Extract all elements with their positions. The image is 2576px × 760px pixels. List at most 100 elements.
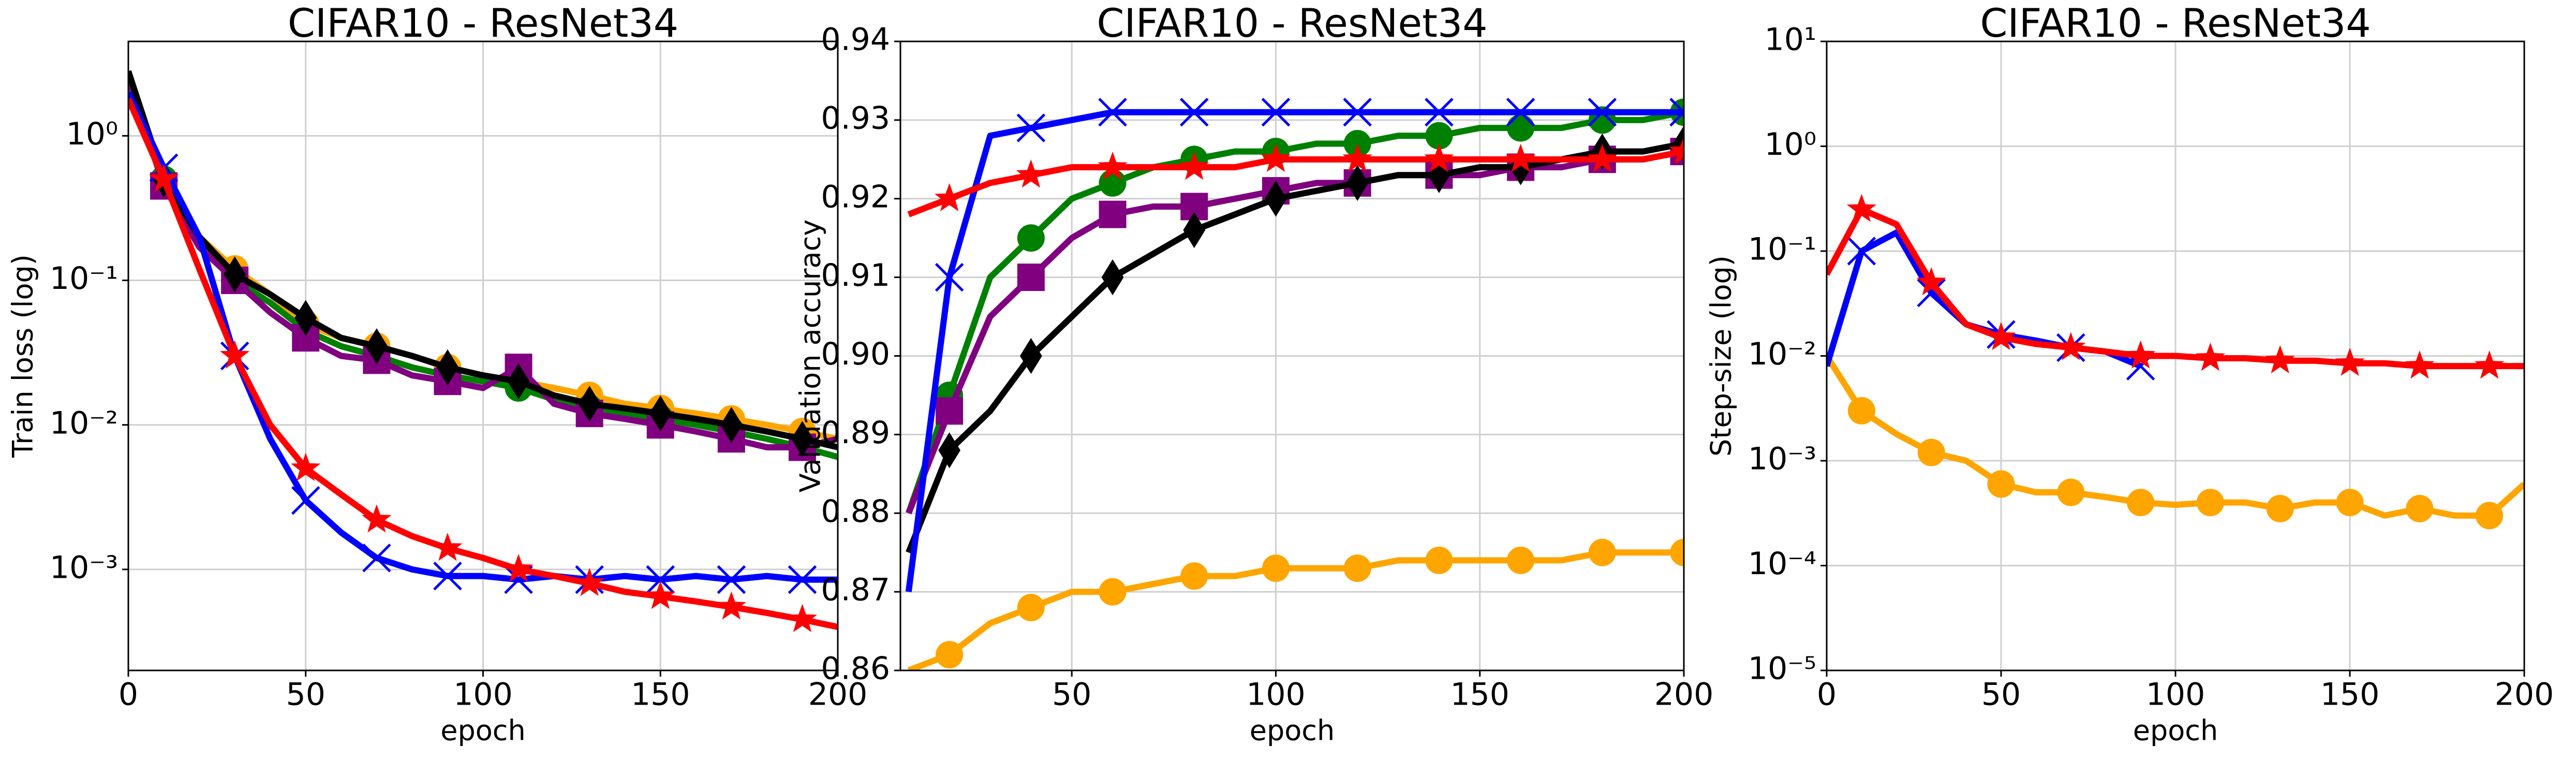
marker <box>224 256 246 293</box>
marker <box>1917 439 1945 466</box>
axes-frame <box>899 40 1685 671</box>
marker <box>2057 478 2085 506</box>
marker <box>1099 578 1127 606</box>
marker <box>1506 97 1535 127</box>
y-tick-label: 0.90 <box>821 336 890 372</box>
y-tick-label: 10⁻³ <box>50 549 118 586</box>
marker <box>1016 113 1046 142</box>
y-tick-label: 10⁻¹ <box>50 260 118 297</box>
marker <box>2195 342 2226 371</box>
marker <box>149 164 179 192</box>
x-axis-label: epoch <box>440 714 525 747</box>
marker <box>935 262 964 292</box>
marker <box>649 395 672 432</box>
marker <box>717 565 746 594</box>
chart-title: CIFAR10 - ResNet34 <box>288 0 678 46</box>
marker <box>291 452 321 481</box>
marker <box>2265 345 2295 374</box>
marker <box>1265 180 1287 217</box>
marker <box>1846 194 1877 222</box>
marker <box>1019 338 1042 374</box>
axes-frame <box>1826 40 2525 671</box>
subplot: 0 50 100 150 200 10⁻⁵ 10⁻⁴ 10⁻³ 10⁻² 10⁻¹ 10⁰ 10¹ CI… <box>1705 0 2554 747</box>
marker <box>2125 340 2156 369</box>
y-tick-label: 0.89 <box>821 415 890 451</box>
marker <box>1917 278 1946 308</box>
marker <box>646 565 675 594</box>
marker <box>1425 546 1453 574</box>
marker <box>791 420 813 457</box>
marker <box>1507 546 1535 574</box>
y-tick-label: 0.91 <box>821 257 890 294</box>
marker <box>1342 143 1372 172</box>
marker <box>2335 347 2365 376</box>
plot-area <box>1827 194 2524 530</box>
x-tick-label: 200 <box>1654 677 1714 713</box>
series-line <box>905 109 1684 592</box>
plot-area <box>128 70 838 633</box>
marker <box>2266 494 2294 522</box>
marker <box>935 183 965 212</box>
marker <box>2336 489 2364 517</box>
marker <box>1343 97 1372 127</box>
y-tick-label: 0.87 <box>821 572 890 608</box>
marker <box>1424 143 1454 172</box>
y-tick-label: 0.94 <box>821 22 890 58</box>
marker <box>1588 538 1616 566</box>
y-tick-label: 10⁻² <box>50 405 118 441</box>
marker <box>1346 165 1369 201</box>
x-tick-label: 200 <box>808 677 868 713</box>
marker <box>2474 350 2505 379</box>
y-tick-label: 10⁰ <box>1765 126 1816 163</box>
x-tick-label: 100 <box>2146 677 2205 713</box>
x-tick-label: 50 <box>286 677 325 713</box>
marker <box>1017 224 1045 252</box>
x-tick-label: 50 <box>1981 677 2021 713</box>
marker <box>291 486 320 515</box>
y-axis-label: Validation accuracy <box>794 220 827 492</box>
marker <box>645 581 675 609</box>
x-tick-label: 0 <box>119 677 138 713</box>
y-tick-label: 10¹ <box>1765 22 1816 58</box>
y-tick-label: 10⁻¹ <box>1748 231 1816 268</box>
marker <box>1505 143 1536 172</box>
marker <box>1847 237 1876 266</box>
marker <box>787 604 818 633</box>
x-tick-label: 50 <box>1052 677 1091 713</box>
marker <box>2056 332 2086 360</box>
y-tick-label: 0.93 <box>821 100 890 136</box>
marker <box>1098 151 1128 180</box>
series-line <box>128 70 838 450</box>
series-line <box>1827 229 2142 369</box>
marker <box>504 553 534 582</box>
plot-area <box>905 97 1684 670</box>
chart-title: CIFAR10 - ResNet34 <box>1097 0 1487 46</box>
subplot: 0 50 100 150 200 10⁻³ 10⁻² 10⁻¹ 10⁰ CIFAR10 - Res… <box>7 0 868 747</box>
marker <box>1261 143 1291 172</box>
y-tick-label: 10⁰ <box>66 116 118 152</box>
marker <box>1099 200 1127 228</box>
marker <box>362 504 392 533</box>
marker <box>1179 97 1209 127</box>
marker <box>1847 397 1875 425</box>
marker <box>1261 97 1291 127</box>
marker <box>938 432 961 469</box>
marker <box>1101 259 1124 296</box>
x-axis-label: epoch <box>2133 714 2218 747</box>
marker <box>574 567 604 596</box>
series-line <box>906 148 1684 515</box>
x-axis-label: epoch <box>1250 714 1335 747</box>
marker <box>2405 350 2435 379</box>
marker <box>1916 267 1946 296</box>
chart-title: CIFAR10 - ResNet34 <box>1980 0 2371 46</box>
marker <box>1669 136 1684 164</box>
y-tick-label: 0.88 <box>821 493 890 530</box>
marker <box>936 641 964 669</box>
marker <box>433 561 462 591</box>
marker <box>294 300 317 336</box>
x-tick-label: 100 <box>453 677 513 713</box>
x-tick-label: 150 <box>2320 677 2380 713</box>
marker <box>220 340 250 369</box>
y-tick-label: 10⁻² <box>1748 336 1816 372</box>
